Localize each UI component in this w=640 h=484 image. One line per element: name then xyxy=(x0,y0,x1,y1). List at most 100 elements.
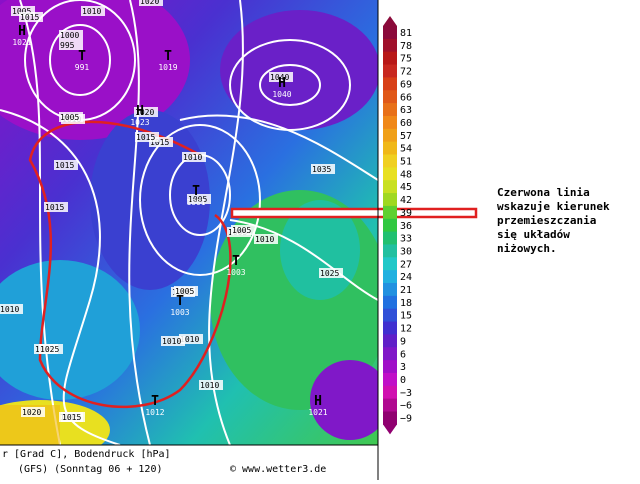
isobar-label: 1010 xyxy=(162,337,181,346)
isobar-label: 1005 xyxy=(188,195,207,204)
scale-label: 54 xyxy=(400,144,412,155)
scale-label: 18 xyxy=(400,298,412,309)
scale-cell xyxy=(383,154,397,168)
isobar-label-bg xyxy=(187,194,211,204)
isobar-label-bg xyxy=(81,6,105,16)
isobar-label: 1005 xyxy=(232,226,251,235)
scale-label: 33 xyxy=(400,234,412,245)
scale-cell xyxy=(383,193,397,207)
isobar-label: 1020 xyxy=(140,0,159,6)
isobar-label: 1010 xyxy=(0,305,19,314)
scale-cell xyxy=(383,308,397,323)
isobar-label: 1020 xyxy=(135,108,154,117)
isobar-label-bg xyxy=(44,202,68,212)
scale-label: 42 xyxy=(400,195,412,206)
center-value: 1003 xyxy=(170,308,189,317)
scale-tip xyxy=(383,424,397,435)
scale-cell xyxy=(383,360,397,374)
annotation-line: się układów xyxy=(497,228,570,241)
center-value: 991 xyxy=(75,63,90,72)
scale-cell xyxy=(383,231,397,245)
isobar-label: 1015 xyxy=(45,203,64,212)
scale-cell xyxy=(383,244,397,258)
isobar-label-bg xyxy=(182,152,206,162)
isobar-label: 1015 xyxy=(20,13,39,22)
scale-cell xyxy=(383,205,397,220)
scale-cell xyxy=(383,128,397,143)
center-value: 1021 xyxy=(308,408,327,417)
scale-label: 75 xyxy=(400,54,412,65)
isobar-label-bg xyxy=(59,112,83,122)
isobar-label-bg xyxy=(174,286,198,296)
scale-cell xyxy=(383,90,397,104)
scale-label: 69 xyxy=(400,79,412,90)
footer-text: r [Grad C], Bodendruck [hPa] xyxy=(2,449,171,460)
center-letter: H xyxy=(136,104,144,119)
scale-label: 39 xyxy=(400,208,412,219)
scale-label: 27 xyxy=(400,259,412,270)
scale-label: 72 xyxy=(400,67,412,78)
isobar-label: 1020 xyxy=(22,408,41,417)
isobar-label-bg xyxy=(59,40,83,50)
scale-cell xyxy=(383,167,397,181)
scale-label: 6 xyxy=(400,349,406,360)
isobar-label: 1010 xyxy=(180,335,199,344)
scale-tip xyxy=(383,16,397,26)
center-value: 1021 xyxy=(12,38,31,47)
center-letter: T xyxy=(78,49,86,64)
scale-label: 51 xyxy=(400,157,412,168)
center-letter: T xyxy=(192,184,200,199)
scale-cell xyxy=(383,334,397,348)
scale-cell xyxy=(383,51,397,66)
scale-cell xyxy=(383,283,397,297)
scale-cell xyxy=(383,77,397,91)
annotation-line: wskazuje kierunek xyxy=(497,200,610,213)
scale-label: 45 xyxy=(400,182,412,193)
scale-cell xyxy=(383,372,397,387)
isobar-label-bg xyxy=(61,412,85,422)
isobar-label-bg xyxy=(149,137,173,147)
isobar-label-bg xyxy=(54,160,78,170)
scale-label: −3 xyxy=(400,388,412,399)
center-value: 1040 xyxy=(272,90,291,99)
isobar-label-bg xyxy=(39,344,63,354)
scale-cell xyxy=(383,398,397,412)
isobar-label-bg xyxy=(179,334,203,344)
credit: © www.wetter3.de xyxy=(230,464,326,475)
scale-label: 9 xyxy=(400,336,406,347)
isobar-label: 1010 xyxy=(183,153,202,162)
center-value: 1001 xyxy=(186,198,205,207)
isobar-label-bg xyxy=(59,30,83,40)
scale-label: 0 xyxy=(400,375,406,386)
scale-label: 36 xyxy=(400,221,412,232)
isobar-label: 1005 xyxy=(175,287,194,296)
center-letter: T xyxy=(151,394,159,409)
isobar-label: 1005 xyxy=(60,113,79,122)
center-value: 1012 xyxy=(145,408,164,417)
scale-cell xyxy=(383,295,397,310)
isobar-label: 1025 xyxy=(320,269,339,278)
annotation-line: niżowych. xyxy=(497,242,557,255)
center-value: 1023 xyxy=(130,118,149,127)
scale-cell xyxy=(383,218,397,233)
isobar-label: 1005 xyxy=(12,7,31,16)
scale-label: 3 xyxy=(400,362,406,373)
isobar-label-bg xyxy=(161,336,185,346)
scale-label: 21 xyxy=(400,285,412,296)
isobar-label-bg xyxy=(254,234,278,244)
scale-label: 24 xyxy=(400,272,412,283)
scale-cell xyxy=(383,64,397,78)
isobar-label: 1040 xyxy=(270,73,289,82)
isobar-label-bg xyxy=(134,107,158,117)
center-letter: T xyxy=(176,294,184,309)
scale-label: 78 xyxy=(400,41,412,52)
scale-cell xyxy=(383,347,397,361)
scale-label: −6 xyxy=(400,401,412,412)
center-letter: T xyxy=(164,49,172,64)
center-letter: H xyxy=(278,76,286,91)
isobar-label-bg xyxy=(319,268,343,278)
scale-label: 48 xyxy=(400,169,412,180)
